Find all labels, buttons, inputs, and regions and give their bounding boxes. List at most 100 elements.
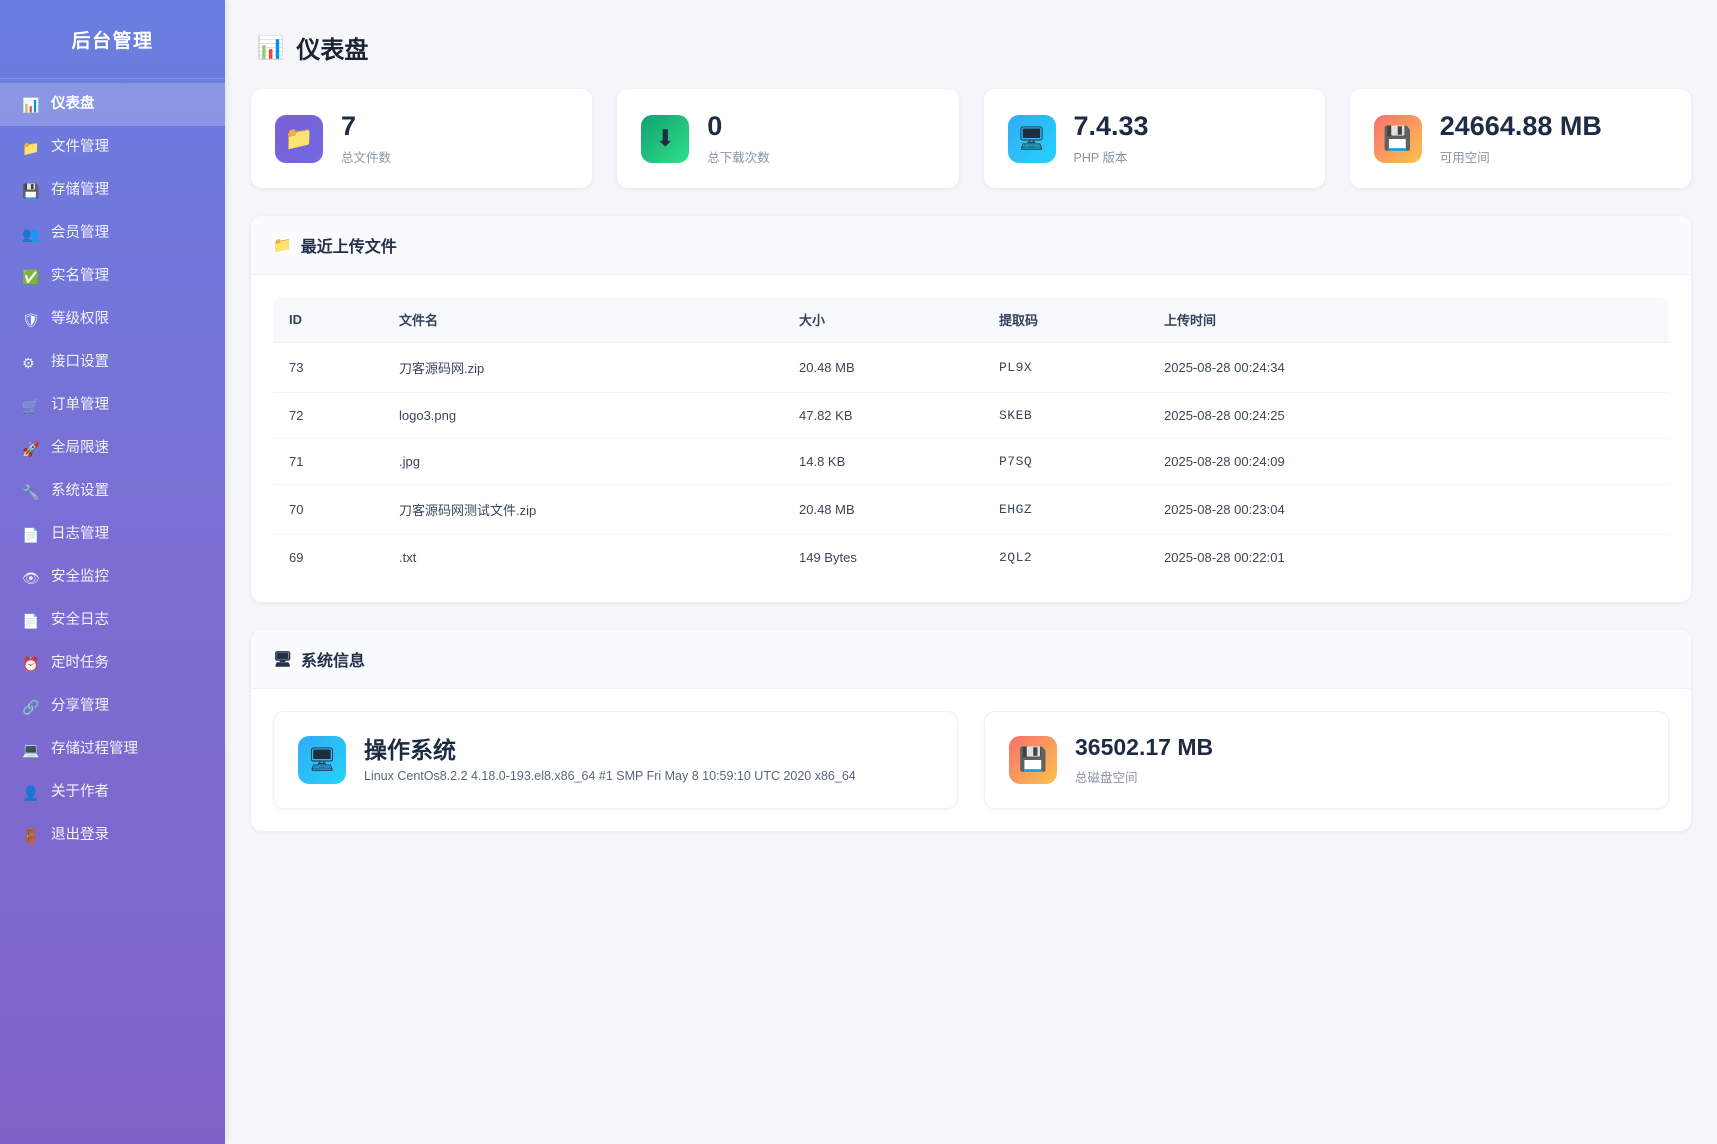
php-version-value: 7.4.33 xyxy=(1073,111,1149,141)
cell-filename: .txt xyxy=(383,534,783,581)
free-space-text: 24664.88 MB 可用空间 xyxy=(1440,111,1602,166)
page-title: 📊 仪表盘 xyxy=(257,30,1691,65)
php-version-label: PHP 版本 xyxy=(1073,151,1128,166)
sidebar-item-member-manage[interactable]: 👥 会员管理 xyxy=(0,212,225,255)
table-header-row: ID 文件名 大小 提取码 上传时间 xyxy=(273,297,1669,344)
cell-time: 2025-08-28 00:23:04 xyxy=(1148,484,1669,536)
system-settings-icon: 🔧 xyxy=(22,483,40,500)
recent-files-title: 最近上传文件 xyxy=(300,239,397,257)
table-row[interactable]: 69 .txt 149 Bytes 2QL2 2025-08-28 00:22:01 xyxy=(273,534,1669,581)
cell-code: P7SQ xyxy=(983,438,1148,486)
cell-size: 47.82 KB xyxy=(783,392,983,440)
sidebar-item-storage-manage[interactable]: 💾 存储管理 xyxy=(0,169,225,212)
sidebar-item-label: 仪表盘 xyxy=(51,96,95,113)
total-disk-card-icon: 💾 xyxy=(1009,735,1057,784)
php-version-text: 7.4.33 PHP 版本 xyxy=(1074,111,1149,166)
sidebar-item-security-log[interactable]: 📄 安全日志 xyxy=(0,599,225,642)
cell-id: 70 xyxy=(273,484,383,536)
cell-code: 2QL2 xyxy=(983,534,1148,581)
stat-card-php-version: 🖥 7.4.33 PHP 版本 xyxy=(983,89,1325,189)
sidebar-brand: 后台管理 xyxy=(0,0,225,79)
security-log-icon: 📄 xyxy=(22,612,40,629)
table-row[interactable]: 70 刀客源码网测试文件.zip 20.48 MB EHGZ 2025-08-28 00… xyxy=(273,484,1669,536)
member-manage-icon: 👥 xyxy=(22,225,40,242)
cell-filename: logo3.png xyxy=(383,392,783,440)
dashboard-chart-icon: 📊 xyxy=(257,34,285,60)
sidebar-item-security-monitor[interactable]: 👁 安全监控 xyxy=(0,556,225,599)
system-cards-row: 🖥 操作系统 Linux CentOs8.2.2 4.18.0-193.el8.x8… xyxy=(273,711,1669,809)
sidebar-item-label: 全局限速 xyxy=(51,440,109,457)
total-downloads-text: 0 总下载次数 xyxy=(707,111,770,166)
php-version-icon: 🖥 xyxy=(1007,114,1056,163)
cell-size: 14.8 KB xyxy=(783,438,983,486)
sidebar-item-log-manage[interactable]: 📄 日志管理 xyxy=(0,513,225,556)
cell-filename: 刀客源码网.zip xyxy=(383,342,783,394)
sidebar-item-system-settings[interactable]: 🔧 系统设置 xyxy=(0,470,225,513)
os-card: 🖥 操作系统 Linux CentOs8.2.2 4.18.0-193.el8.x8… xyxy=(273,711,958,809)
sidebar-item-label: 等级权限 xyxy=(51,311,109,328)
column-header-id: ID xyxy=(273,297,383,344)
sidebar-item-dashboard[interactable]: 📊 仪表盘 xyxy=(0,83,225,126)
column-header-time: 上传时间 xyxy=(1148,297,1669,344)
sidebar-item-label: 接口设置 xyxy=(51,354,109,371)
cell-id: 69 xyxy=(273,534,383,581)
cell-id: 71 xyxy=(273,438,383,486)
table-row[interactable]: 71 .jpg 14.8 KB P7SQ 2025-08-28 00:24:09 xyxy=(273,438,1669,486)
system-info-title: 系统信息 xyxy=(301,653,366,671)
sidebar-item-label: 退出登录 xyxy=(51,827,109,844)
procedure-manage-icon: 💻 xyxy=(22,741,40,758)
system-info-header: 🖥 系统信息 xyxy=(251,630,1691,690)
free-space-icon: 💾 xyxy=(1373,114,1422,163)
sidebar-item-label: 存储管理 xyxy=(51,182,109,199)
cell-time: 2025-08-28 00:24:09 xyxy=(1148,438,1669,486)
sidebar-item-procedure-manage[interactable]: 💻 存储过程管理 xyxy=(0,728,225,771)
cell-size: 149 Bytes xyxy=(783,534,983,581)
sidebar-item-label: 文件管理 xyxy=(51,139,109,156)
sidebar-item-label: 实名管理 xyxy=(51,268,109,285)
sidebar-item-label: 关于作者 xyxy=(51,784,109,801)
sidebar-item-realname-manage[interactable]: ✅ 实名管理 xyxy=(0,255,225,298)
folder-icon: 📁 xyxy=(273,237,292,255)
storage-manage-icon: 💾 xyxy=(22,182,40,199)
column-header-size: 大小 xyxy=(783,297,983,344)
os-card-title: 操作系统 xyxy=(364,736,456,763)
sidebar-item-global-speed[interactable]: 🚀 全局限速 xyxy=(0,427,225,470)
recent-files-table: ID 文件名 大小 提取码 上传时间 73 刀客源码网.zip 20.48 MB PL… xyxy=(273,297,1669,581)
sidebar-item-about-author[interactable]: 👤 关于作者 xyxy=(0,771,225,814)
level-permission-icon: 🛡 xyxy=(22,311,40,328)
log-manage-icon: 📄 xyxy=(22,526,40,543)
sidebar-item-share-manage[interactable]: 🔗 分享管理 xyxy=(0,685,225,728)
system-info-body: 🖥 操作系统 Linux CentOs8.2.2 4.18.0-193.el8.x8… xyxy=(251,689,1691,831)
total-disk-card-title: 36502.17 MB xyxy=(1075,734,1214,761)
recent-files-panel: 📁 最近上传文件 ID 文件名 大小 提取码 上传时间 73 刀客源码网.zip 2… xyxy=(251,216,1691,603)
column-header-code: 提取码 xyxy=(983,297,1148,344)
sidebar-item-api-settings[interactable]: ⚙ 接口设置 xyxy=(0,341,225,384)
stats-row: 📁 7 总文件数 ⬇ 0 总下载次数 🖥 7.4.33 PHP 版本 💾 24664.88 MB 可用… xyxy=(251,89,1691,189)
table-row[interactable]: 73 刀客源码网.zip 20.48 MB PL9X 2025-08-28 00:24:… xyxy=(273,342,1669,394)
total-files-icon: 📁 xyxy=(275,114,323,163)
table-head: ID 文件名 大小 提取码 上传时间 xyxy=(273,297,1669,344)
cell-filename: .jpg xyxy=(383,438,783,486)
api-settings-icon: ⚙ xyxy=(22,354,35,371)
sidebar-item-label: 定时任务 xyxy=(51,655,109,672)
sidebar-item-file-manage[interactable]: 📁 文件管理 xyxy=(0,126,225,169)
sidebar-item-order-manage[interactable]: 🛒 订单管理 xyxy=(0,384,225,427)
os-card-text: 操作系统 Linux CentOs8.2.2 4.18.0-193.el8.x86… xyxy=(364,737,856,784)
cron-task-icon: ⏰ xyxy=(22,655,40,672)
sidebar-item-cron-task[interactable]: ⏰ 定时任务 xyxy=(0,642,225,685)
cell-time: 2025-08-28 00:24:25 xyxy=(1148,392,1669,440)
sidebar-item-level-permission[interactable]: 🛡 等级权限 xyxy=(0,298,225,341)
total-disk-card: 💾 36502.17 MB 总磁盘空间 xyxy=(984,711,1669,809)
dashboard-icon: 📊 xyxy=(22,96,40,113)
table-row[interactable]: 72 logo3.png 47.82 KB SKEB 2025-08-28 00:24:… xyxy=(273,392,1669,440)
page-title-text: 仪表盘 xyxy=(296,37,369,64)
column-header-filename: 文件名 xyxy=(383,297,783,344)
sidebar: 后台管理 📊 仪表盘 📁 文件管理 💾 存储管理 👥 会员管理 ✅ 实名管理 🛡 等级权限 ⚙ 接口设置 🛒… xyxy=(0,0,225,1144)
order-manage-icon: 🛒 xyxy=(22,397,40,414)
cell-size: 20.48 MB xyxy=(783,484,983,536)
free-space-label: 可用空间 xyxy=(1439,151,1490,166)
cell-time: 2025-08-28 00:22:01 xyxy=(1148,534,1669,581)
sidebar-item-logout[interactable]: 🚪 退出登录 xyxy=(0,814,225,857)
total-downloads-value: 0 xyxy=(707,111,723,141)
stat-card-free-space: 💾 24664.88 MB 可用空间 xyxy=(1349,89,1691,189)
